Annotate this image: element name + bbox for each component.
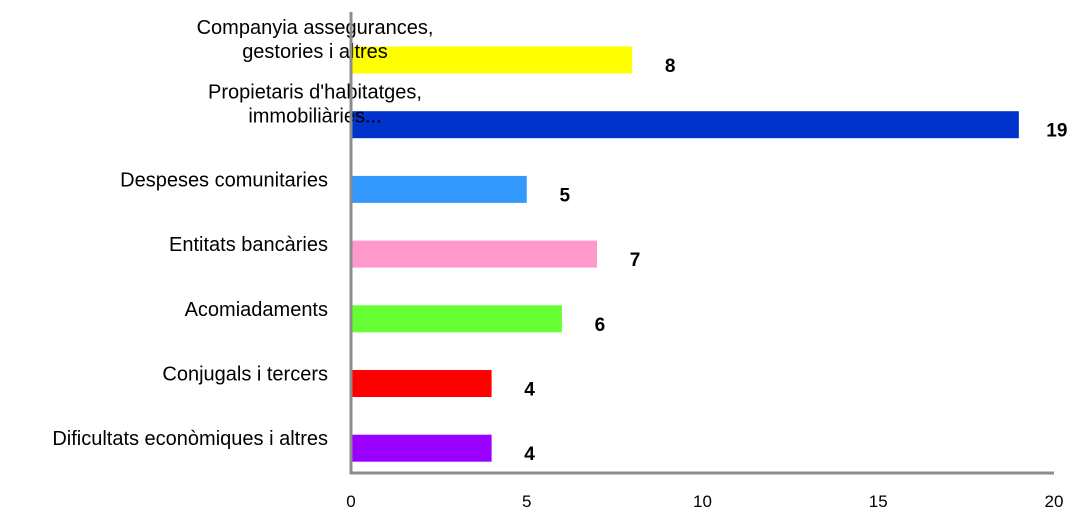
bar-1 xyxy=(352,111,1019,139)
bar-2 xyxy=(352,175,527,203)
category-labels: Companyia assegurances,gestories i altre… xyxy=(52,17,433,450)
x-tick-label-0: 0 xyxy=(346,492,355,511)
category-label-1-line-1: immobiliàries... xyxy=(248,106,381,128)
x-axis-tick-labels: 0 5 10 15 20 xyxy=(346,492,1063,511)
category-label-6-line-0: Dificultats econòmiques i altres xyxy=(52,428,328,450)
x-tick-label-2: 10 xyxy=(693,492,712,511)
x-tick-label-4: 20 xyxy=(1045,492,1064,511)
bar-5 xyxy=(352,370,492,397)
x-tick-label-3: 15 xyxy=(869,492,888,511)
value-label-0: 8 xyxy=(665,56,676,77)
bar-3 xyxy=(352,240,598,268)
value-label-5: 4 xyxy=(524,380,535,401)
value-label-6: 4 xyxy=(524,444,535,465)
value-label-2: 5 xyxy=(559,185,570,206)
bar-4 xyxy=(352,305,562,333)
value-label-3: 7 xyxy=(630,250,641,271)
category-label-4-line-0: Acomiadaments xyxy=(185,299,328,321)
category-label-2-line-0: Despeses comunitaries xyxy=(120,169,328,191)
category-label-0-line-1: gestories i altres xyxy=(242,41,388,63)
category-label-5-line-0: Conjugals i tercers xyxy=(162,364,328,386)
x-tick-label-1: 5 xyxy=(522,492,531,511)
value-labels: 8 19 5 7 6 4 4 xyxy=(524,56,1067,465)
value-label-1: 19 xyxy=(1046,121,1067,142)
category-label-3-line-0: Entitats bancàries xyxy=(169,234,328,256)
value-label-4: 6 xyxy=(595,315,606,336)
category-label-1-line-0: Propietaris d'habitatges, xyxy=(208,82,422,104)
bar-0 xyxy=(352,46,633,74)
bars-group xyxy=(352,46,1019,462)
category-label-0-line-0: Companyia assegurances, xyxy=(197,17,434,39)
bar-6 xyxy=(352,434,492,462)
